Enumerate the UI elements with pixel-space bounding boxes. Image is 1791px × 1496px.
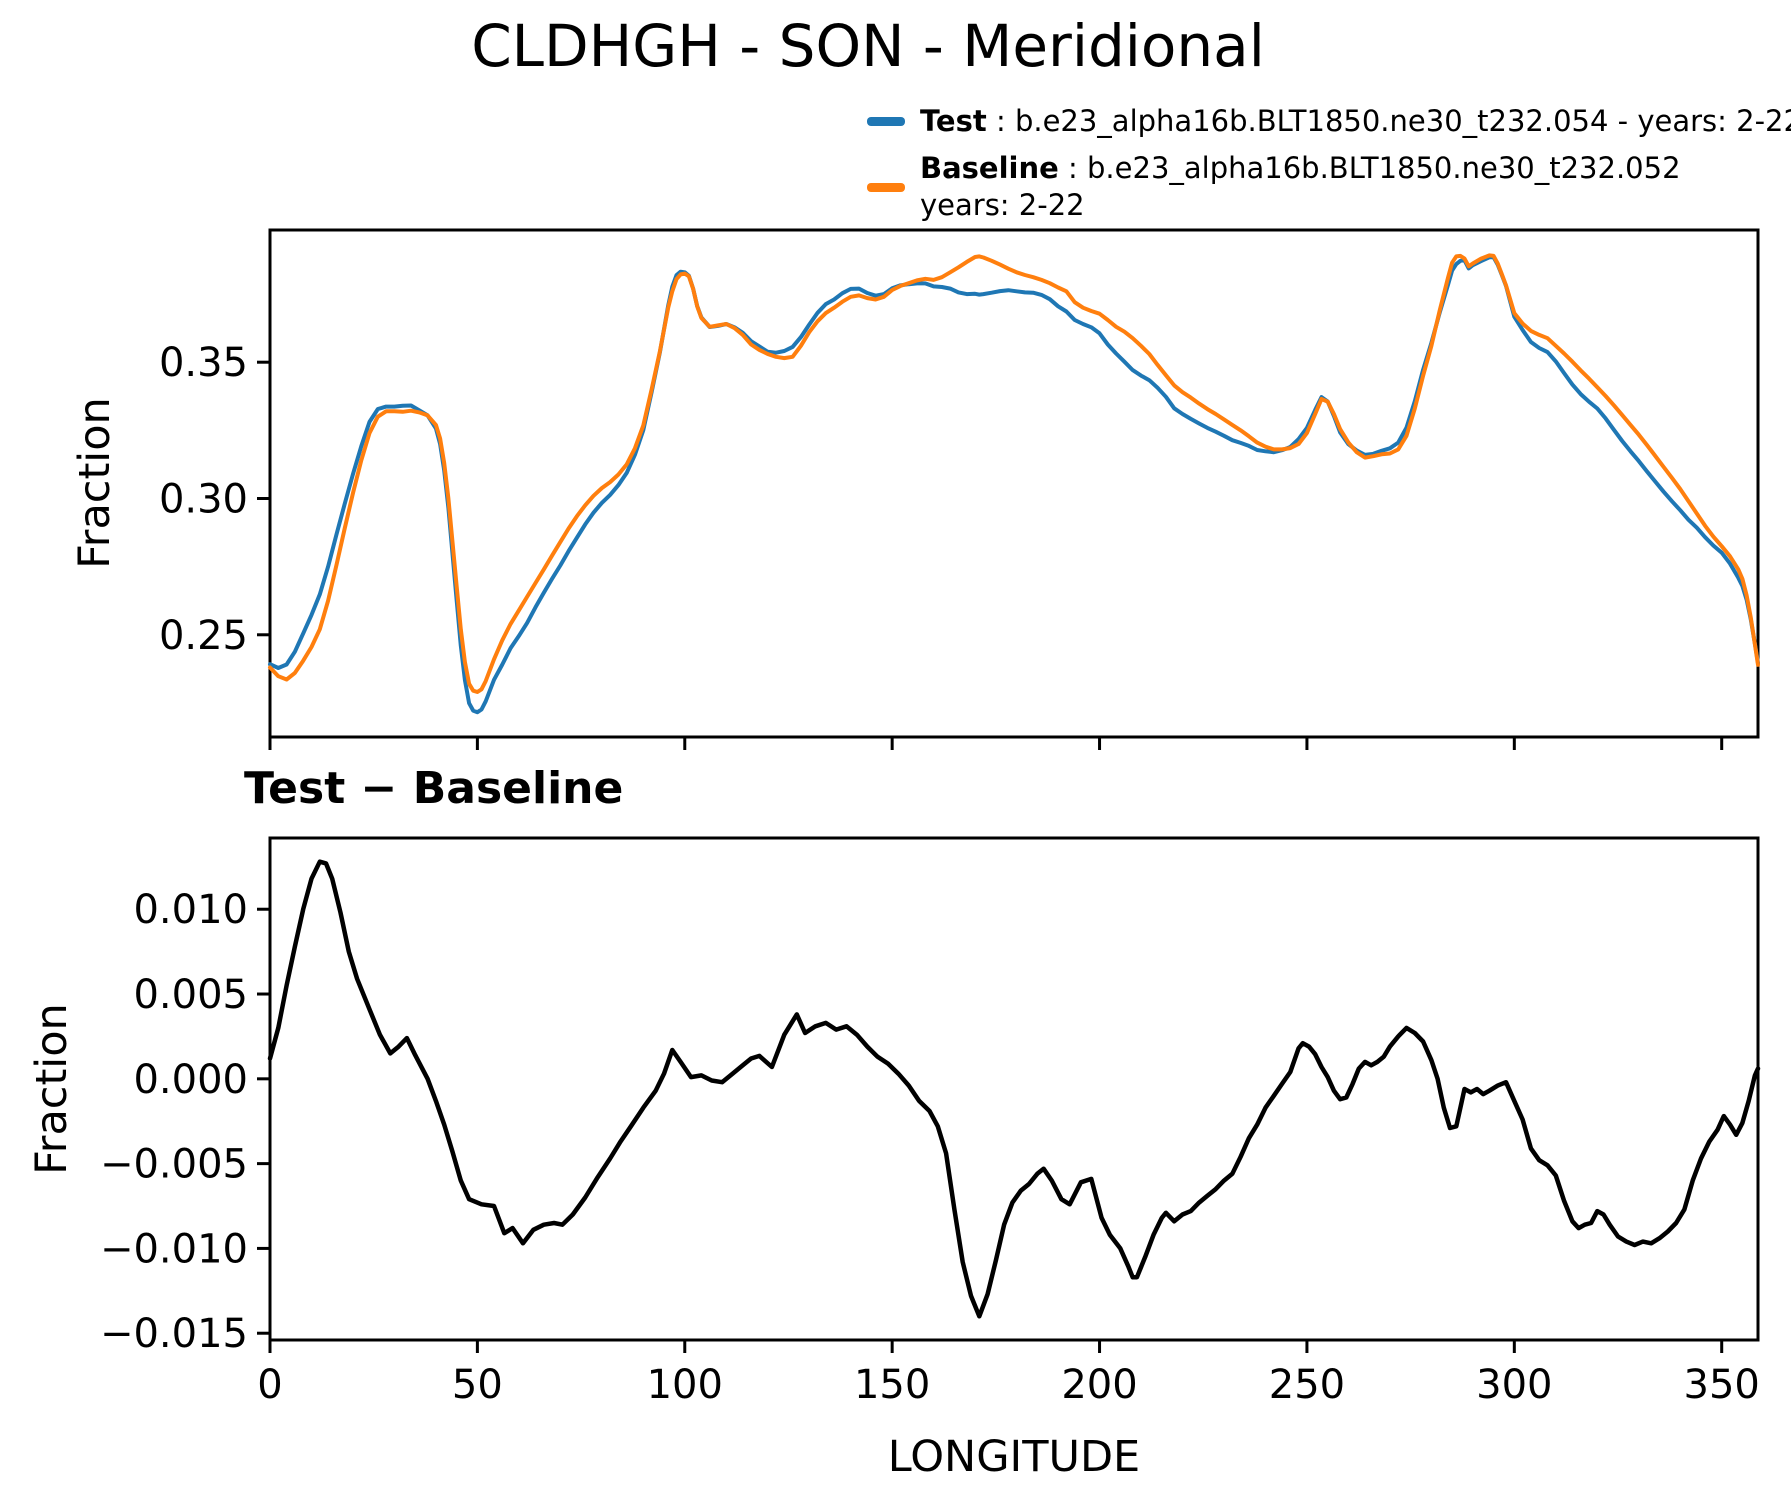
y-tick-label: 0.30 — [159, 476, 248, 522]
x-tick-label: 300 — [1476, 1362, 1552, 1408]
y-tick-label: 0.010 — [133, 887, 248, 933]
series-line-test-baseline — [267, 859, 1761, 1319]
baseline-line-swatch — [867, 182, 905, 192]
x-tick-label: 0 — [257, 1362, 282, 1408]
x-axis-label: LONGITUDE — [887, 1432, 1141, 1482]
y-tick-label: 0.005 — [133, 972, 248, 1018]
y-tick-label: 0.35 — [159, 340, 248, 386]
legend-item-baseline: Baseline : b.e23_alpha16b.BLT1850.ne30_t… — [867, 150, 1791, 224]
legend-test-label: Test — [920, 104, 987, 138]
y-tick-label: 0.25 — [159, 613, 248, 659]
chart-title: CLDHGH - SON - Meridional — [471, 12, 1265, 80]
y-tick-label: −0.005 — [100, 1142, 248, 1188]
y-tick-label: 0.000 — [133, 1057, 248, 1103]
series-line-baseline — [268, 253, 1760, 694]
y-tick-label: −0.015 — [100, 1311, 248, 1357]
x-tick-label: 50 — [452, 1362, 503, 1408]
x-tick-label: 150 — [854, 1362, 930, 1408]
x-tick-label: 350 — [1684, 1362, 1760, 1408]
legend-test-text: Test : b.e23_alpha16b.BLT1850.ne30_t232.… — [920, 103, 1791, 140]
axes-frame — [268, 228, 1760, 739]
y-tick-label: −0.010 — [100, 1226, 248, 1272]
x-tick-label: 200 — [1061, 1362, 1137, 1408]
x-tick-label: 250 — [1269, 1362, 1345, 1408]
series-line-test — [268, 255, 1760, 715]
x-tick-label: 100 — [647, 1362, 723, 1408]
axes-frame — [268, 836, 1760, 1342]
bottom-panel: 0 50 100 150 200 250 300 350 0.010 0.005 0.000 −0.0… — [100, 836, 1761, 1408]
legend: Test : b.e23_alpha16b.BLT1850.ne30_t232.… — [867, 103, 1791, 234]
test-line-swatch — [867, 117, 905, 126]
legend-item-test: Test : b.e23_alpha16b.BLT1850.ne30_t232.… — [867, 103, 1791, 140]
legend-baseline-desc: : b.e23_alpha16b.BLT1850.ne30_t232.052 — [1058, 151, 1681, 185]
legend-baseline-label: Baseline — [920, 151, 1059, 185]
difference-heading: Test − Baseline — [244, 763, 624, 814]
top-panel: 0.25 0.30 0.35 — [159, 228, 1760, 750]
legend-baseline-desc2: years: 2-22 — [920, 188, 1085, 222]
legend-baseline-text: Baseline : b.e23_alpha16b.BLT1850.ne30_t… — [920, 150, 1681, 224]
legend-test-desc: : b.e23_alpha16b.BLT1850.ne30_t232.054 -… — [986, 104, 1791, 138]
